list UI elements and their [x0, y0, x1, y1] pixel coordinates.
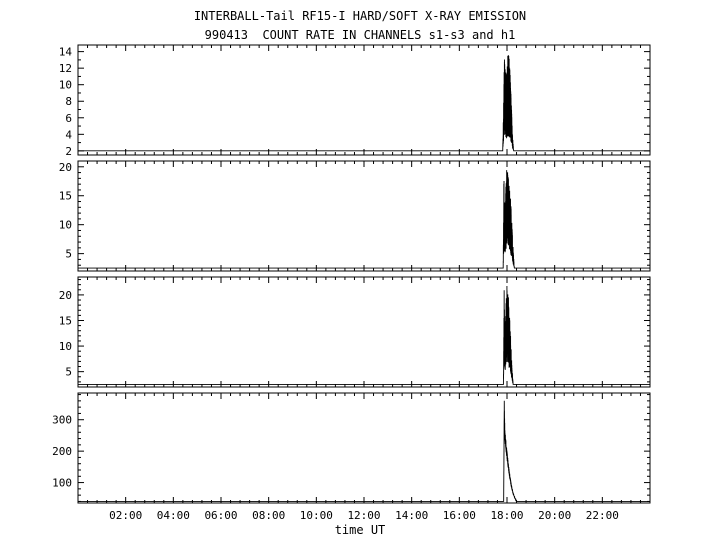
x-tick-label: 06:00: [204, 509, 237, 522]
y-tick-label: 5: [65, 248, 72, 261]
x-tick-label: 16:00: [443, 509, 476, 522]
x-tick-label: 14:00: [395, 509, 428, 522]
y-tick-label: 10: [59, 340, 72, 353]
y-tick-label: 12: [59, 62, 72, 75]
panel-s2: 5 10 15 20: [59, 160, 651, 272]
panel-frame: [77, 160, 651, 272]
chart-title: INTERBALL-Tail RF15-I HARD/SOFT X-RAY EM…: [193, 9, 527, 23]
x-tick-label: 18:00: [490, 509, 523, 522]
x-tick-label: 22:00: [586, 509, 619, 522]
count-rate-trace-s1: [78, 55, 650, 152]
panel-frame: [77, 44, 651, 156]
y-tick-label: 6: [65, 112, 72, 125]
y-tick-label: 20: [59, 289, 72, 302]
y-tick-label: 20: [59, 161, 72, 174]
y-tick-label: 10: [59, 219, 72, 232]
x-tick-label: 04:00: [157, 509, 190, 522]
x-axis-label: time UT: [334, 523, 386, 537]
y-tick-label: 15: [59, 314, 72, 327]
x-tick-label: 20:00: [538, 509, 571, 522]
y-tick-label: 15: [59, 190, 72, 203]
y-tick-label: 200: [52, 445, 72, 458]
panel-frame: [77, 392, 651, 504]
x-tick-label: 02:00: [109, 509, 142, 522]
x-tick-label: 10:00: [300, 509, 333, 522]
count-rate-trace-h1: [78, 400, 650, 502]
y-tick-label: 300: [52, 414, 72, 427]
chart-subtitle: 990413 COUNT RATE IN CHANNELS s1-s3 and …: [204, 28, 516, 42]
x-tick-label: 08:00: [252, 509, 285, 522]
y-tick-label: 8: [65, 95, 72, 108]
y-tick-label: 100: [52, 477, 72, 490]
y-tick-label: 5: [65, 366, 72, 379]
y-tick-label: 14: [59, 46, 73, 59]
panel-s1: 2 4 6 8 10 12 14: [59, 44, 651, 158]
count-rate-trace-s3: [78, 286, 650, 385]
y-tick-label: 4: [65, 128, 72, 141]
x-tick-label: 12:00: [347, 509, 380, 522]
panel-frame: [77, 276, 651, 388]
y-tick-label: 2: [65, 145, 72, 158]
y-tick-label: 10: [59, 79, 72, 92]
count-rate-trace-s2: [78, 170, 650, 269]
panel-h1: 100 200 300 02:00 04:00 06:00 08:00 10:00 12:00 1…: [52, 392, 651, 522]
panel-s3: 5 10 15 20: [59, 276, 651, 388]
